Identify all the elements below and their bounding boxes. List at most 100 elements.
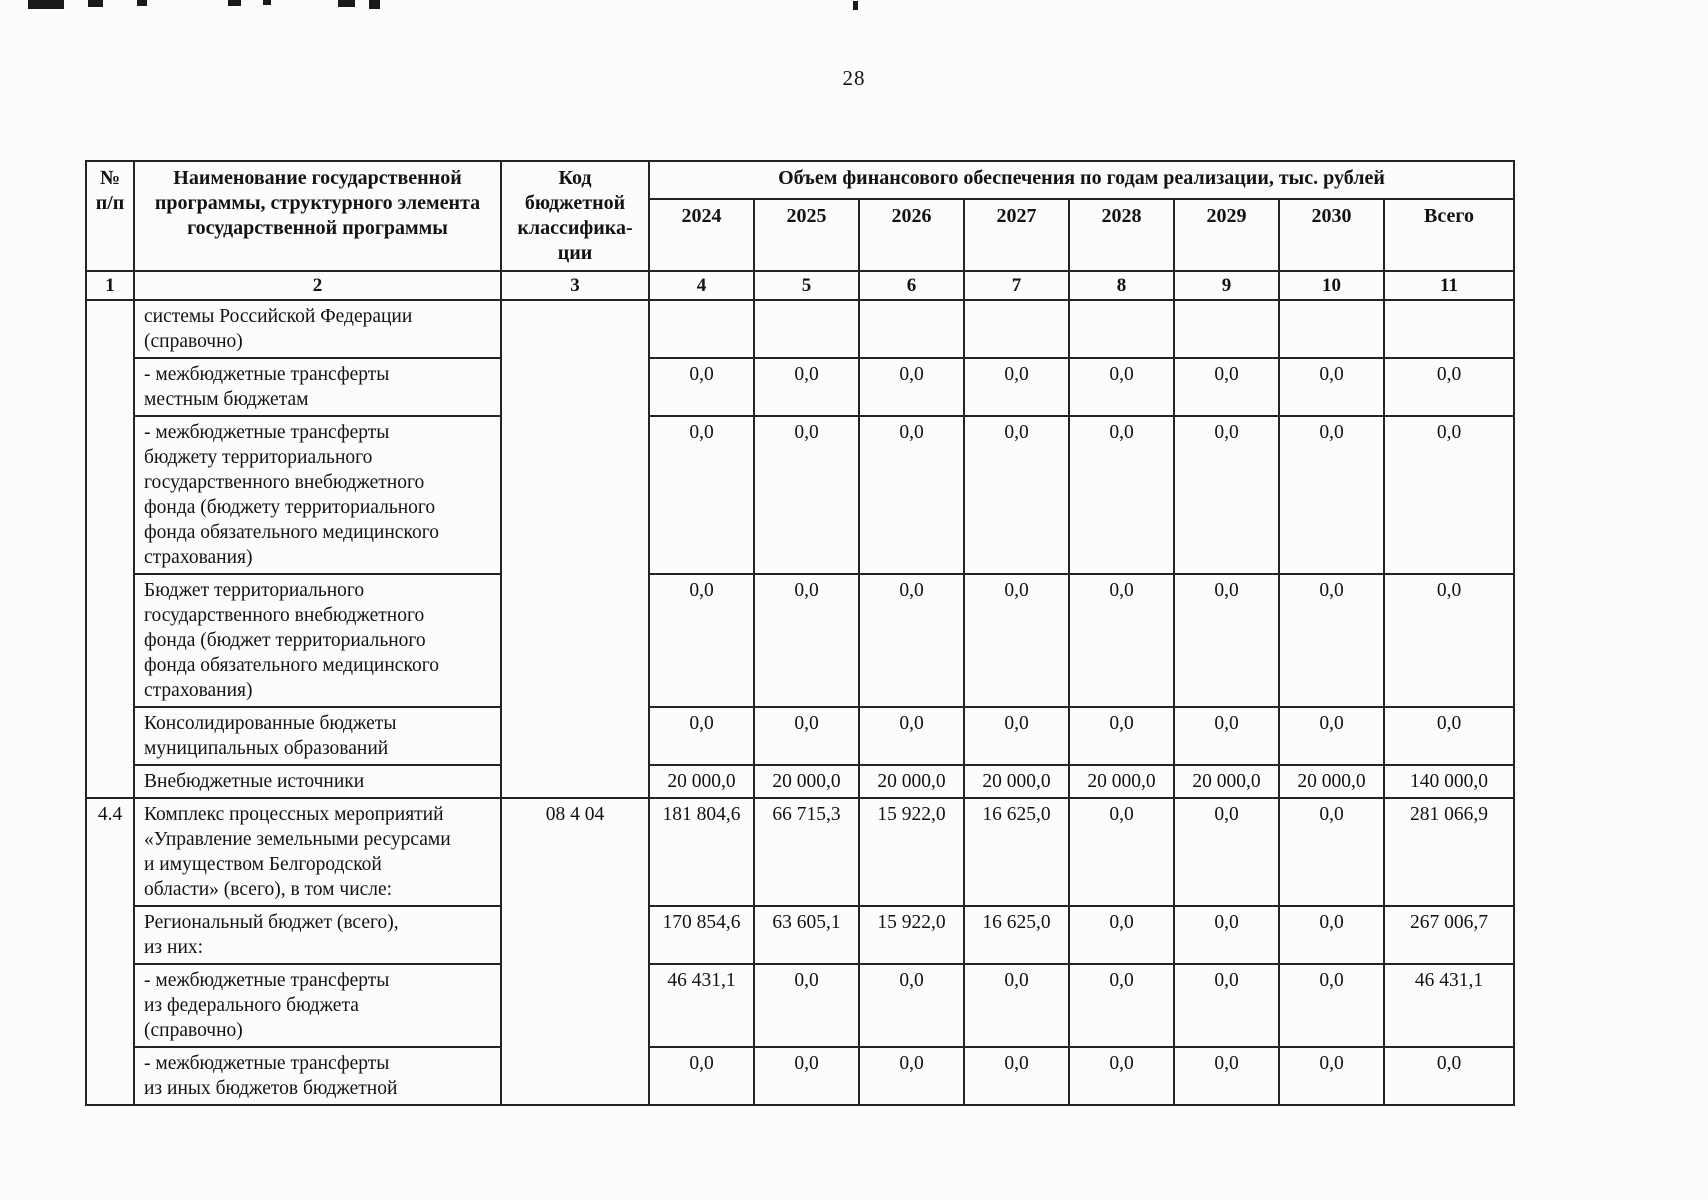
header-year: 2026 [858, 198, 965, 272]
column-number: 4 [648, 270, 755, 301]
table-row: - межбюджетные трансферты из иных бюджет… [86, 1046, 1515, 1106]
value-cell: 267 006,7 [1383, 905, 1515, 965]
value-cell: 20 000,0 [1173, 764, 1280, 799]
value-cell: 0,0 [858, 573, 965, 708]
value-cell: 0,0 [648, 706, 755, 766]
value-cell: 281 066,9 [1383, 797, 1515, 907]
value-cell [1173, 299, 1280, 359]
value-cell: 0,0 [963, 1046, 1070, 1106]
program-name-cell: Комплекс процессных мероприятий «Управле… [133, 797, 502, 907]
table-row: Консолидированные бюджеты муниципальных … [86, 706, 1515, 766]
value-cell: 140 000,0 [1383, 764, 1515, 799]
value-cell: 0,0 [1173, 1046, 1280, 1106]
header-row-1: № п/п Наименование государственной прогр… [85, 159, 1515, 272]
value-cell: 0,0 [648, 415, 755, 575]
value-cell: 46 431,1 [648, 963, 755, 1048]
table-row: Внебюджетные источники 20 000,0 20 000,0 20… [86, 764, 1515, 799]
value-cell: 0,0 [753, 573, 860, 708]
program-name-cell: Консолидированные бюджеты муниципальных … [133, 706, 502, 766]
column-number: 1 [85, 270, 135, 301]
scan-artifact [338, 0, 355, 7]
table-header: № п/п Наименование государственной прогр… [85, 159, 1515, 301]
scan-artifact [228, 0, 241, 6]
value-cell: 66 715,3 [753, 797, 860, 907]
value-cell: 0,0 [753, 1046, 860, 1106]
value-cell: 0,0 [1068, 357, 1175, 417]
header-year: 2027 [963, 198, 1070, 272]
value-cell: 0,0 [753, 963, 860, 1048]
value-cell: 0,0 [963, 706, 1070, 766]
row-number-cell [85, 299, 135, 799]
value-cell: 0,0 [963, 573, 1070, 708]
value-cell: 0,0 [963, 415, 1070, 575]
program-name-cell: - межбюджетные трансферты местным бюджет… [133, 357, 502, 417]
value-cell: 16 625,0 [963, 905, 1070, 965]
value-cell: 20 000,0 [858, 764, 965, 799]
page-number: 28 [842, 66, 866, 90]
header-no: № п/п [85, 160, 135, 272]
table-row: - межбюджетные трансферты из федеральног… [86, 963, 1515, 1048]
value-cell: 0,0 [1173, 415, 1280, 575]
value-cell: 181 804,6 [648, 797, 755, 907]
program-name-cell: Бюджет территориального государственного… [133, 573, 502, 708]
program-name-cell: Региональный бюджет (всего), из них: [133, 905, 502, 965]
value-cell: 0,0 [1383, 1046, 1515, 1106]
value-cell: 0,0 [1278, 357, 1385, 417]
program-name-cell: - межбюджетные трансферты из федеральног… [133, 963, 502, 1048]
value-cell: 0,0 [648, 573, 755, 708]
header-total: Всего [1383, 198, 1515, 272]
value-cell: 170 854,6 [648, 905, 755, 965]
program-name-cell: системы Российской Федерации (справочно) [133, 299, 502, 359]
value-cell: 20 000,0 [1278, 764, 1385, 799]
value-cell: 0,0 [1383, 415, 1515, 575]
column-number: 7 [963, 270, 1070, 301]
header-year: 2024 [648, 198, 755, 272]
value-cell: 20 000,0 [963, 764, 1070, 799]
column-number: 9 [1173, 270, 1280, 301]
value-cell: 20 000,0 [1068, 764, 1175, 799]
value-cell: 63 605,1 [753, 905, 860, 965]
budget-code-cell: 08 4 04 [500, 797, 650, 1106]
table-row: системы Российской Федерации (справочно) [85, 299, 1515, 799]
value-cell: 0,0 [1383, 706, 1515, 766]
budget-code-cell [500, 299, 650, 799]
column-number: 2 [133, 270, 502, 301]
header-finance-volume: Объем финансового обеспечения по годам р… [648, 159, 1515, 201]
value-cell: 0,0 [648, 357, 755, 417]
scan-artifact [369, 0, 380, 9]
value-cell: 0,0 [1068, 797, 1175, 907]
column-number: 6 [858, 270, 965, 301]
value-cell: 0,0 [963, 357, 1070, 417]
value-cell: 0,0 [858, 1046, 965, 1106]
value-cell [1278, 299, 1385, 359]
value-cell: 0,0 [1173, 963, 1280, 1048]
value-cell: 20 000,0 [648, 764, 755, 799]
budget-table: № п/п Наименование государственной прогр… [85, 159, 1515, 1106]
scan-artifact [28, 0, 64, 9]
table-body: системы Российской Федерации (справочно)… [85, 299, 1515, 1106]
table-row: 4.4 Комплекс процессных мероприятий «Упра… [85, 797, 1515, 1106]
value-cell: 0,0 [1383, 357, 1515, 417]
value-cell: 0,0 [1068, 573, 1175, 708]
scan-artifact [137, 0, 147, 6]
value-cell: 0,0 [753, 357, 860, 417]
value-cell: 0,0 [1068, 1046, 1175, 1106]
column-number: 11 [1383, 270, 1515, 301]
value-cell: 0,0 [858, 357, 965, 417]
header-year: 2030 [1278, 198, 1385, 272]
value-cell: 0,0 [1068, 415, 1175, 575]
value-cell: 0,0 [1278, 573, 1385, 708]
value-cell [753, 299, 860, 359]
value-cell: 0,0 [963, 963, 1070, 1048]
table-row: Региональный бюджет (всего), из них: 170 … [86, 905, 1515, 965]
header-year: 2029 [1173, 198, 1280, 272]
value-cell: 15 922,0 [858, 905, 965, 965]
value-cell: 0,0 [1278, 415, 1385, 575]
value-cell: 0,0 [753, 706, 860, 766]
value-cell: 0,0 [1278, 706, 1385, 766]
value-cell: 0,0 [753, 415, 860, 575]
value-cell: 0,0 [858, 415, 965, 575]
value-cell: 0,0 [1173, 905, 1280, 965]
table-row: - межбюджетные трансферты местным бюджет… [86, 357, 1515, 417]
